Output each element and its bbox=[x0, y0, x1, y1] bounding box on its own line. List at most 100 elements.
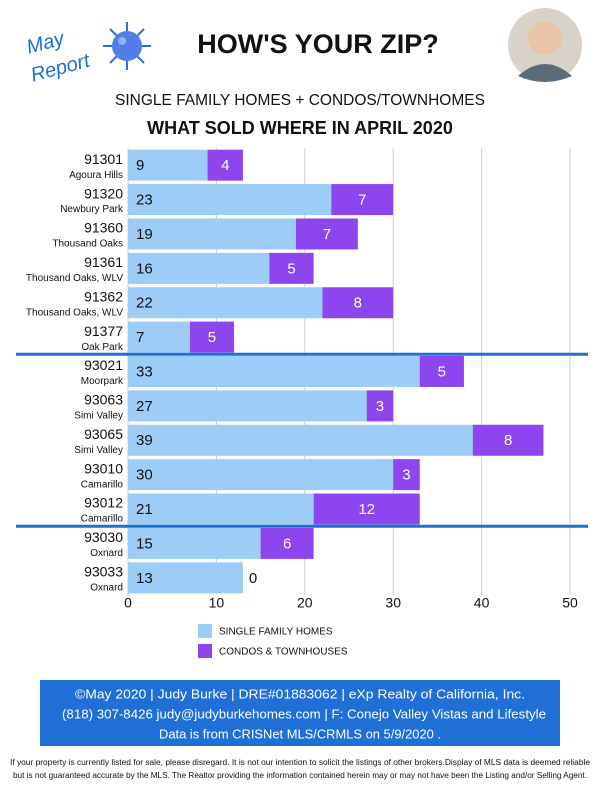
value-label: 5 bbox=[438, 363, 446, 380]
area-label: Simi Valley bbox=[74, 411, 123, 422]
bar-segment bbox=[322, 287, 394, 319]
bar-segment bbox=[419, 356, 464, 387]
bar-segment bbox=[128, 390, 367, 422]
value-label: 3 bbox=[402, 467, 410, 484]
area-label: Thousand Oaks bbox=[52, 239, 123, 250]
bar-segment bbox=[128, 527, 261, 559]
area-label: Camarillo bbox=[81, 479, 124, 490]
bar-segment bbox=[331, 184, 394, 216]
footer-box bbox=[40, 680, 560, 746]
bar-segment bbox=[128, 424, 473, 456]
bar-segment bbox=[128, 493, 314, 525]
area-label: Moorpark bbox=[81, 376, 124, 387]
value-label: 21 bbox=[136, 501, 153, 518]
value-label: 9 bbox=[136, 157, 144, 174]
value-label: 7 bbox=[323, 226, 331, 243]
x-tick-label: 0 bbox=[124, 595, 132, 611]
zip-label: 91301 bbox=[84, 151, 123, 167]
zip-label: 93012 bbox=[84, 495, 123, 511]
zip-label: 91320 bbox=[84, 185, 123, 201]
value-label: 27 bbox=[136, 398, 153, 415]
zip-label: 91377 bbox=[84, 323, 123, 339]
bar-segment bbox=[313, 493, 420, 525]
value-label: 5 bbox=[287, 260, 295, 277]
footer-line: Data is from CRISNet MLS/CRMLS on 5/9/20… bbox=[159, 726, 441, 741]
bar-segment bbox=[260, 527, 314, 559]
zip-label: 91360 bbox=[84, 220, 123, 236]
footer-line: (818) 307-8426 judy@judyburkehomes.com |… bbox=[62, 706, 546, 721]
bar-segment bbox=[366, 390, 394, 422]
disclaimer: If your property is currently listed for… bbox=[10, 758, 591, 767]
disclaimer: but is not guaranteed accurate by the ML… bbox=[13, 771, 587, 780]
value-label: 5 bbox=[208, 329, 216, 346]
zip-label: 93021 bbox=[84, 357, 123, 373]
value-label: 3 bbox=[376, 398, 384, 415]
area-label: Simi Valley bbox=[74, 445, 123, 456]
value-label: 33 bbox=[136, 363, 153, 380]
value-label: 39 bbox=[136, 432, 153, 449]
area-label: Thousand Oaks, WLV bbox=[26, 307, 123, 318]
value-label: 30 bbox=[136, 467, 153, 484]
bar-segment bbox=[189, 321, 235, 353]
bar-segment bbox=[128, 287, 323, 319]
bar-segment bbox=[128, 218, 296, 250]
x-tick-label: 20 bbox=[297, 595, 313, 611]
x-tick-label: 50 bbox=[562, 595, 578, 611]
x-tick-label: 10 bbox=[209, 595, 225, 611]
area-label: Agoura Hills bbox=[69, 170, 123, 181]
headline: HOW'S YOUR ZIP? bbox=[197, 29, 438, 59]
bar-segment bbox=[472, 424, 544, 456]
area-label: Camarillo bbox=[81, 514, 124, 525]
x-tick-label: 40 bbox=[474, 595, 490, 611]
zip-label: 93010 bbox=[84, 460, 123, 476]
value-label: 4 bbox=[221, 157, 229, 174]
zip-label: 91362 bbox=[84, 288, 123, 304]
value-label: 7 bbox=[136, 329, 144, 346]
area-label: Oxnard bbox=[90, 548, 123, 559]
bar-segment bbox=[128, 562, 243, 594]
bar-segment bbox=[295, 218, 358, 250]
legend-label: CONDOS & TOWNHOUSES bbox=[219, 647, 348, 658]
value-label: 12 bbox=[358, 501, 375, 518]
value-label: 22 bbox=[136, 295, 153, 312]
value-label: 0 bbox=[249, 570, 257, 587]
legend-swatch bbox=[198, 644, 212, 658]
value-label: 8 bbox=[354, 295, 362, 312]
zip-label: 93063 bbox=[84, 392, 123, 408]
subtitle: SINGLE FAMILY HOMES + CONDOS/TOWNHOMES bbox=[115, 92, 485, 109]
bar-segment bbox=[128, 184, 332, 216]
zip-label: 93065 bbox=[84, 426, 123, 442]
value-label: 19 bbox=[136, 226, 153, 243]
profile-photo bbox=[508, 8, 582, 82]
bar-segment bbox=[207, 149, 243, 181]
virus-icon bbox=[103, 22, 151, 70]
value-label: 7 bbox=[358, 192, 366, 209]
area-label: Oxnard bbox=[90, 582, 123, 593]
zip-label: 93030 bbox=[84, 529, 123, 545]
value-label: 23 bbox=[136, 192, 153, 209]
value-label: 16 bbox=[136, 260, 153, 277]
badge: May Report bbox=[24, 27, 93, 86]
zip-label: 91361 bbox=[84, 254, 123, 270]
area-label: Thousand Oaks, WLV bbox=[26, 273, 123, 284]
area-label: Newbury Park bbox=[60, 204, 124, 215]
bar-segment bbox=[128, 459, 394, 491]
bar-segment bbox=[128, 149, 208, 181]
legend-swatch bbox=[198, 624, 212, 638]
value-label: 15 bbox=[136, 535, 153, 552]
value-label: 13 bbox=[136, 570, 153, 587]
chart-title: WHAT SOLD WHERE IN APRIL 2020 bbox=[147, 118, 453, 138]
bar-segment bbox=[128, 356, 420, 387]
bar-segment bbox=[128, 252, 270, 284]
footer-line: ©May 2020 | Judy Burke | DRE#01883062 | … bbox=[75, 686, 525, 701]
badge-line: May bbox=[24, 27, 67, 58]
area-label: Oak Park bbox=[81, 342, 124, 353]
bar-segment bbox=[269, 252, 314, 284]
legend-label: SINGLE FAMILY HOMES bbox=[219, 627, 333, 638]
bar-segment bbox=[393, 459, 420, 491]
x-tick-label: 30 bbox=[385, 595, 401, 611]
bar-segment bbox=[128, 321, 190, 353]
value-label: 6 bbox=[283, 535, 291, 552]
value-label: 8 bbox=[504, 432, 512, 449]
